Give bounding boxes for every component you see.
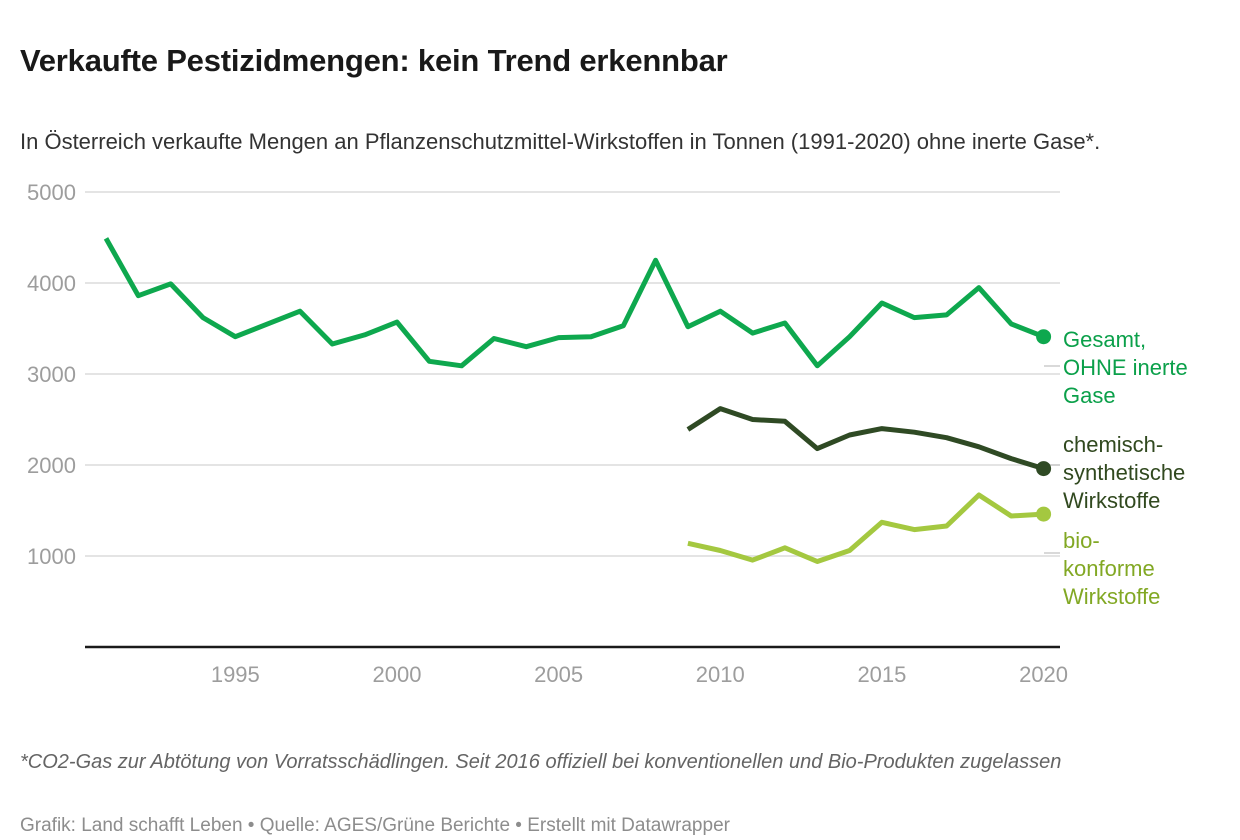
y-tick-label: 4000 — [27, 271, 76, 296]
series-end-dot-0 — [1036, 329, 1052, 345]
y-tick-label: 5000 — [27, 180, 76, 205]
series-line-2 — [687, 492, 1044, 564]
x-tick-label: 2020 — [1019, 662, 1068, 687]
y-tick-label: 1000 — [27, 544, 76, 569]
chart-footnote: *CO2-Gas zur Abtötung von Vorratsschädli… — [20, 751, 1062, 773]
x-tick-label: 2005 — [534, 662, 583, 687]
y-tick-label: 3000 — [27, 362, 76, 387]
series-line-0 — [103, 237, 1045, 369]
chart-subtitle: In Österreich verkaufte Mengen an Pflanz… — [20, 129, 1101, 154]
x-tick-label: 2000 — [372, 662, 421, 687]
chart-credit: Grafik: Land schafft Leben • Quelle: AGE… — [20, 815, 730, 836]
x-tick-label: 2015 — [857, 662, 906, 687]
legend-label-chemisch-synthetische-wirkstoffe: chemisch- synthetische Wirkstoffe — [1063, 432, 1186, 513]
x-tick-label: 1995 — [211, 662, 260, 687]
series-line-1 — [686, 406, 1045, 471]
y-tick-label: 2000 — [27, 453, 76, 478]
series-end-dot-1 — [1036, 461, 1052, 477]
chart-svg: 1000 2000 3000 4000 5000 1995 2000 2005 2010 2015… — [27, 180, 1068, 687]
page-title: Verkaufte Pestizidmengen: kein Trend erk… — [20, 42, 728, 78]
series-end-dot-2 — [1036, 506, 1052, 522]
legend-label-bio-konforme-wirkstoffe: bio- konforme Wirkstoffe — [1063, 528, 1161, 609]
x-tick-label: 2010 — [696, 662, 745, 687]
chart: 1000 2000 3000 4000 5000 1995 2000 2005 2010 2015… — [0, 170, 1240, 715]
legend-label-gesamt-ohne-inerte-gase: Gesamt, OHNE inerte Gase — [1063, 327, 1188, 408]
